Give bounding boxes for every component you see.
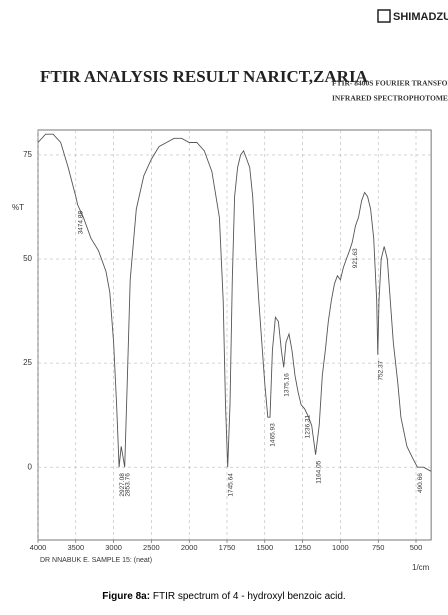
peak-label: 2853.76 [124, 473, 131, 497]
sample-label: DR NNABUK E. SAMPLE 15: (neat) [40, 557, 152, 564]
peak-label: 1236.31 [304, 415, 311, 439]
x-tick-label: 4000 [30, 543, 47, 552]
x-axis-label: 1/cm [412, 563, 430, 572]
y-tick-label: 50 [23, 254, 32, 263]
y-tick-label: 0 [28, 462, 33, 471]
peak-label: 1745.64 [227, 473, 234, 497]
x-tick-label: 500 [410, 543, 423, 552]
caption-text: FTIR spectrum of 4 - hydroxyl benzoic ac… [153, 591, 346, 602]
peak-label: 490.66 [417, 473, 424, 493]
x-tick-label: 2500 [143, 543, 160, 552]
caption-lead: Figure 8a: [102, 591, 150, 602]
subtitle: FTIR- 8400S FOURIER TRANSFORM [332, 79, 448, 88]
x-tick-label: 750 [372, 543, 385, 552]
spectrum-line [37, 133, 432, 472]
x-tick-label: 1250 [294, 543, 311, 552]
subtitle: INFRARED SPECTROPHOTOMETER [332, 94, 448, 103]
x-tick-label: 2000 [181, 543, 198, 552]
y-axis-label: %T [12, 203, 24, 212]
logo-box [377, 9, 391, 23]
y-tick-label: 75 [23, 150, 32, 159]
x-tick-label: 3500 [67, 543, 84, 552]
x-tick-label: 1500 [256, 543, 273, 552]
peak-label: 2927.08 [119, 473, 126, 497]
peak-label: 921.63 [352, 248, 359, 268]
peak-label: 1164.05 [315, 460, 322, 483]
brand: SHIMADZU [393, 11, 448, 23]
peak-label: 752.37 [378, 360, 385, 380]
peak-label: 1375.16 [283, 373, 290, 397]
y-tick-label: 25 [23, 358, 32, 367]
caption: Figure 8a: FTIR spectrum of 4 - hydroxyl… [102, 591, 345, 602]
peak-label: 1465.93 [270, 423, 277, 447]
x-tick-label: 1000 [332, 543, 349, 552]
peak-label: 3474.88 [77, 211, 84, 235]
plot-frame [37, 129, 432, 541]
x-tick-label: 3000 [105, 543, 122, 552]
x-tick-label: 1750 [219, 543, 236, 552]
chart-title: FTIR ANALYSIS RESULT NARICT,ZARIA [40, 67, 369, 86]
